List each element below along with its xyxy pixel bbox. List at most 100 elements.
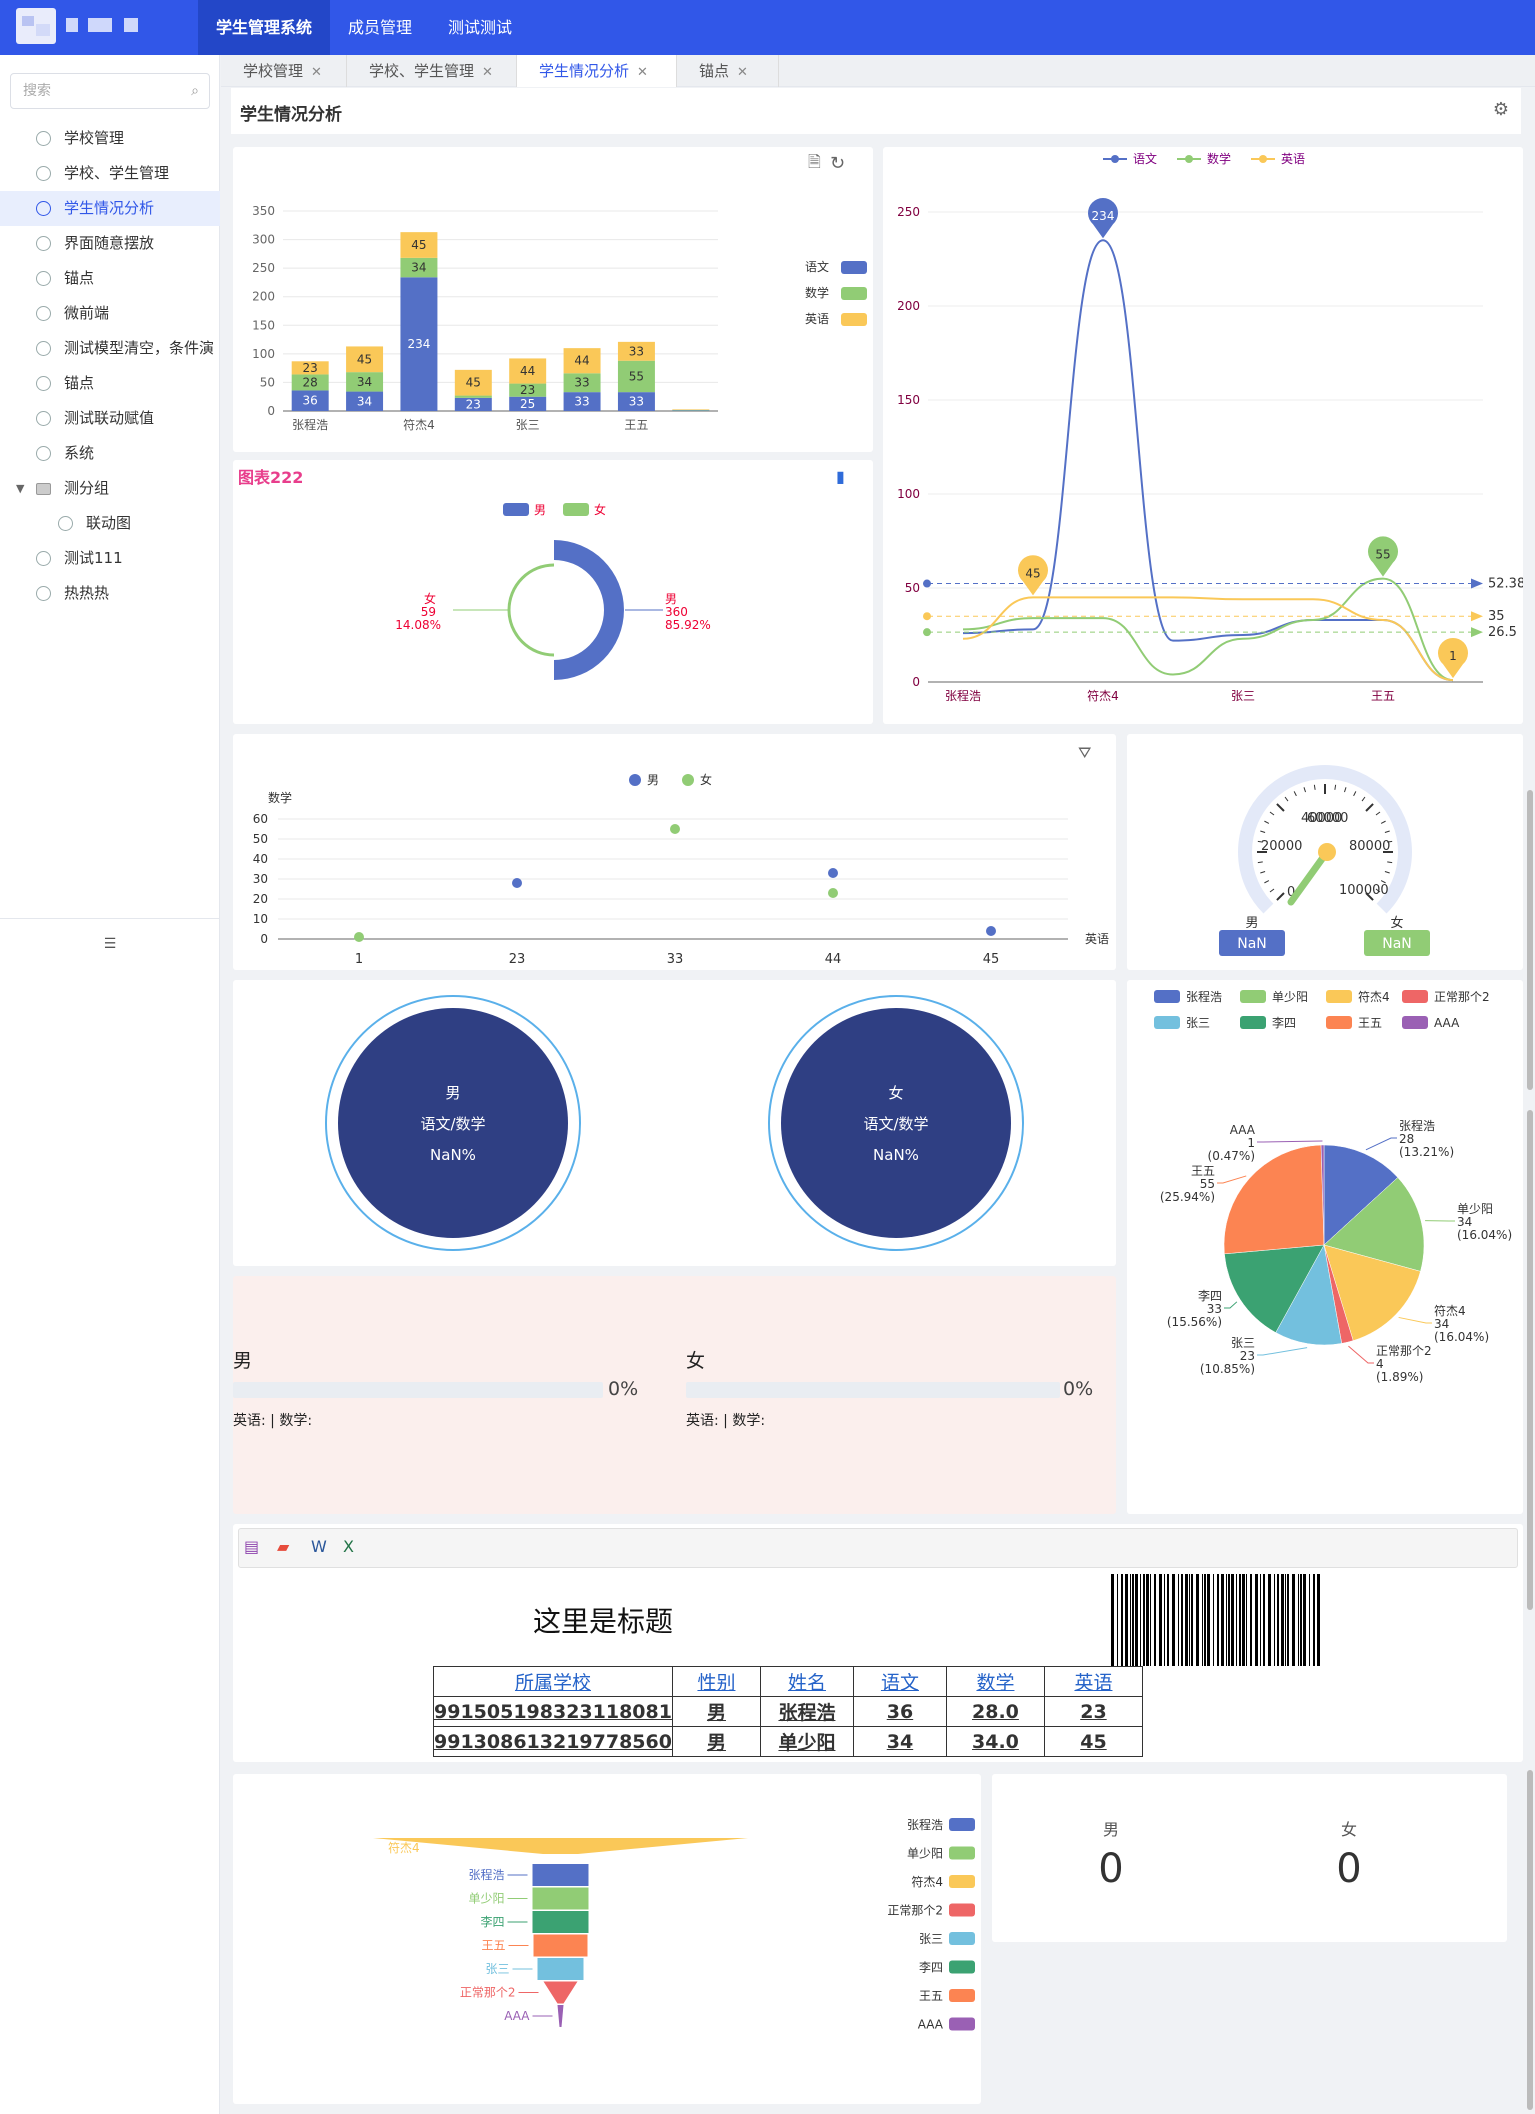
legend-swatch[interactable] bbox=[1154, 990, 1180, 1003]
legend-swatch[interactable] bbox=[949, 1989, 975, 2002]
legend-swatch[interactable] bbox=[1402, 990, 1428, 1003]
pie-slice-female[interactable] bbox=[507, 563, 555, 657]
legend-swatch[interactable] bbox=[949, 1903, 975, 1917]
liquid-female[interactable] bbox=[781, 1008, 1011, 1238]
close-icon[interactable]: ✕ bbox=[737, 65, 748, 80]
mark-point-pin[interactable] bbox=[1018, 555, 1048, 596]
column-header[interactable]: 性别 bbox=[671, 1666, 761, 1697]
bar-数学[interactable] bbox=[509, 383, 547, 397]
bar-英语[interactable] bbox=[563, 348, 601, 374]
legend-swatch[interactable] bbox=[841, 287, 867, 300]
gear-icon[interactable]: ⚙ bbox=[1492, 99, 1509, 120]
bar-英语[interactable] bbox=[672, 409, 710, 410]
tab-school[interactable]: 学校管理 ✕ bbox=[221, 55, 347, 87]
sidebar-item-school[interactable]: 学校管理 bbox=[0, 121, 220, 156]
scatter-point-female[interactable] bbox=[670, 824, 680, 834]
scatter-point-female[interactable] bbox=[828, 888, 838, 898]
legend-swatch[interactable] bbox=[503, 503, 529, 516]
sidebar-item-analysis[interactable]: 学生情况分析 bbox=[0, 191, 220, 226]
app-logo[interactable] bbox=[16, 8, 56, 44]
sidebar-item-system[interactable]: 系统 bbox=[0, 436, 220, 471]
legend-swatch[interactable] bbox=[1154, 1016, 1180, 1029]
pie-slice-male[interactable] bbox=[554, 540, 624, 680]
sidebar-item-layout[interactable]: 界面随意摆放 bbox=[0, 226, 220, 261]
sidebar-item-school-student[interactable]: 学校、学生管理 bbox=[0, 156, 220, 191]
bar-语文[interactable] bbox=[617, 392, 655, 411]
column-header[interactable]: 所属学校 bbox=[433, 1666, 673, 1697]
mark-point-pin[interactable] bbox=[1438, 637, 1468, 679]
liquid-male[interactable] bbox=[338, 1008, 568, 1238]
tab-anchor[interactable]: 锚点 ✕ bbox=[677, 55, 779, 87]
tab-analysis[interactable]: 学生情况分析 ✕ bbox=[517, 55, 677, 87]
scrollbar[interactable] bbox=[1527, 1770, 1533, 2110]
sidebar-item-hot[interactable]: 热热热 bbox=[0, 576, 220, 611]
line-数学[interactable] bbox=[962, 577, 1454, 682]
word-icon[interactable]: W bbox=[311, 1537, 327, 1556]
scatter-point-male[interactable] bbox=[986, 926, 996, 936]
sidebar-item-anchor-2[interactable]: 锚点 bbox=[0, 366, 220, 401]
menu-student-system[interactable]: 学生管理系统 bbox=[198, 0, 331, 55]
close-icon[interactable]: ✕ bbox=[637, 65, 648, 80]
bar-数学[interactable] bbox=[291, 374, 329, 391]
legend-marker[interactable] bbox=[629, 774, 641, 786]
sidebar-item-microfrontend[interactable]: 微前端 bbox=[0, 296, 220, 331]
line-英语[interactable] bbox=[962, 596, 1454, 682]
legend-swatch[interactable] bbox=[949, 2017, 975, 2031]
bar-数学[interactable] bbox=[454, 395, 492, 398]
menu-members[interactable]: 成员管理 bbox=[348, 18, 413, 37]
tab-school-student[interactable]: 学校、学生管理 ✕ bbox=[347, 55, 517, 87]
legend-swatch[interactable] bbox=[1326, 990, 1352, 1003]
scrollbar[interactable] bbox=[1527, 1110, 1533, 1610]
sidebar-item-model-clear[interactable]: 测试模型清空，条件演 bbox=[0, 331, 220, 366]
funnel-segment[interactable] bbox=[557, 2005, 564, 2027]
scatter-point-male[interactable] bbox=[512, 878, 522, 888]
bar-语文[interactable] bbox=[563, 392, 601, 411]
bar-语文[interactable] bbox=[454, 397, 492, 411]
bar-语文[interactable] bbox=[400, 277, 438, 411]
sidebar-item-linkage[interactable]: 测试联动赋值 bbox=[0, 401, 220, 436]
pie-slice[interactable] bbox=[1323, 1144, 1399, 1246]
pie-slice[interactable] bbox=[1323, 1244, 1421, 1341]
funnel-segment[interactable] bbox=[537, 1958, 584, 1980]
bar-语文[interactable] bbox=[672, 410, 710, 411]
sidebar-item-anchor[interactable]: 锚点 bbox=[0, 261, 220, 296]
bar-语文[interactable] bbox=[346, 391, 384, 411]
legend-swatch[interactable] bbox=[563, 503, 589, 516]
print-icon[interactable]: ▤ bbox=[244, 1537, 260, 1556]
legend-swatch[interactable] bbox=[1326, 1016, 1352, 1029]
bar-英语[interactable] bbox=[291, 361, 329, 375]
legend-swatch[interactable] bbox=[1240, 1016, 1266, 1029]
legend-swatch[interactable] bbox=[949, 1818, 975, 1831]
sidebar-item-test111[interactable]: 测试111 bbox=[0, 541, 220, 576]
legend-swatch[interactable] bbox=[841, 261, 867, 274]
funnel-segment[interactable] bbox=[532, 1864, 589, 1886]
scatter-point-male[interactable] bbox=[828, 868, 838, 878]
pie-slice[interactable] bbox=[1320, 1144, 1325, 1246]
refresh-icon[interactable]: ↻ bbox=[830, 153, 845, 174]
legend-swatch[interactable] bbox=[949, 1875, 975, 1888]
legend-swatch[interactable] bbox=[949, 1932, 975, 1945]
legend-swatch[interactable] bbox=[1402, 1016, 1428, 1029]
search-icon[interactable]: ⌕ bbox=[191, 83, 199, 99]
pie-slice[interactable] bbox=[1323, 1177, 1425, 1272]
bar-语文[interactable] bbox=[291, 390, 329, 411]
funnel-segment[interactable] bbox=[532, 1887, 589, 1910]
sidebar-group-test[interactable]: ▼ 测分组 bbox=[0, 471, 220, 506]
collapse-sidebar-icon[interactable]: ☰ bbox=[0, 918, 220, 968]
funnel-segment[interactable] bbox=[543, 1981, 578, 2004]
legend-marker[interactable] bbox=[1259, 155, 1267, 163]
legend-marker[interactable] bbox=[1111, 155, 1119, 163]
bar-英语[interactable] bbox=[509, 358, 547, 384]
excel-icon[interactable]: X bbox=[343, 1537, 354, 1556]
bar-数学[interactable] bbox=[617, 360, 655, 393]
bar-数学[interactable] bbox=[672, 409, 710, 411]
pdf-icon[interactable]: ▰ bbox=[277, 1537, 290, 1556]
sidebar-item-linked-chart[interactable]: 联动图 bbox=[0, 506, 220, 541]
bar-英语[interactable] bbox=[400, 232, 438, 258]
legend-swatch[interactable] bbox=[841, 313, 867, 326]
bar-语文[interactable] bbox=[509, 396, 547, 411]
legend-marker[interactable] bbox=[682, 774, 694, 786]
caret-down-icon[interactable]: ▼ bbox=[16, 482, 25, 495]
funnel-segment[interactable] bbox=[532, 1911, 589, 1933]
bar-英语[interactable] bbox=[454, 369, 492, 396]
